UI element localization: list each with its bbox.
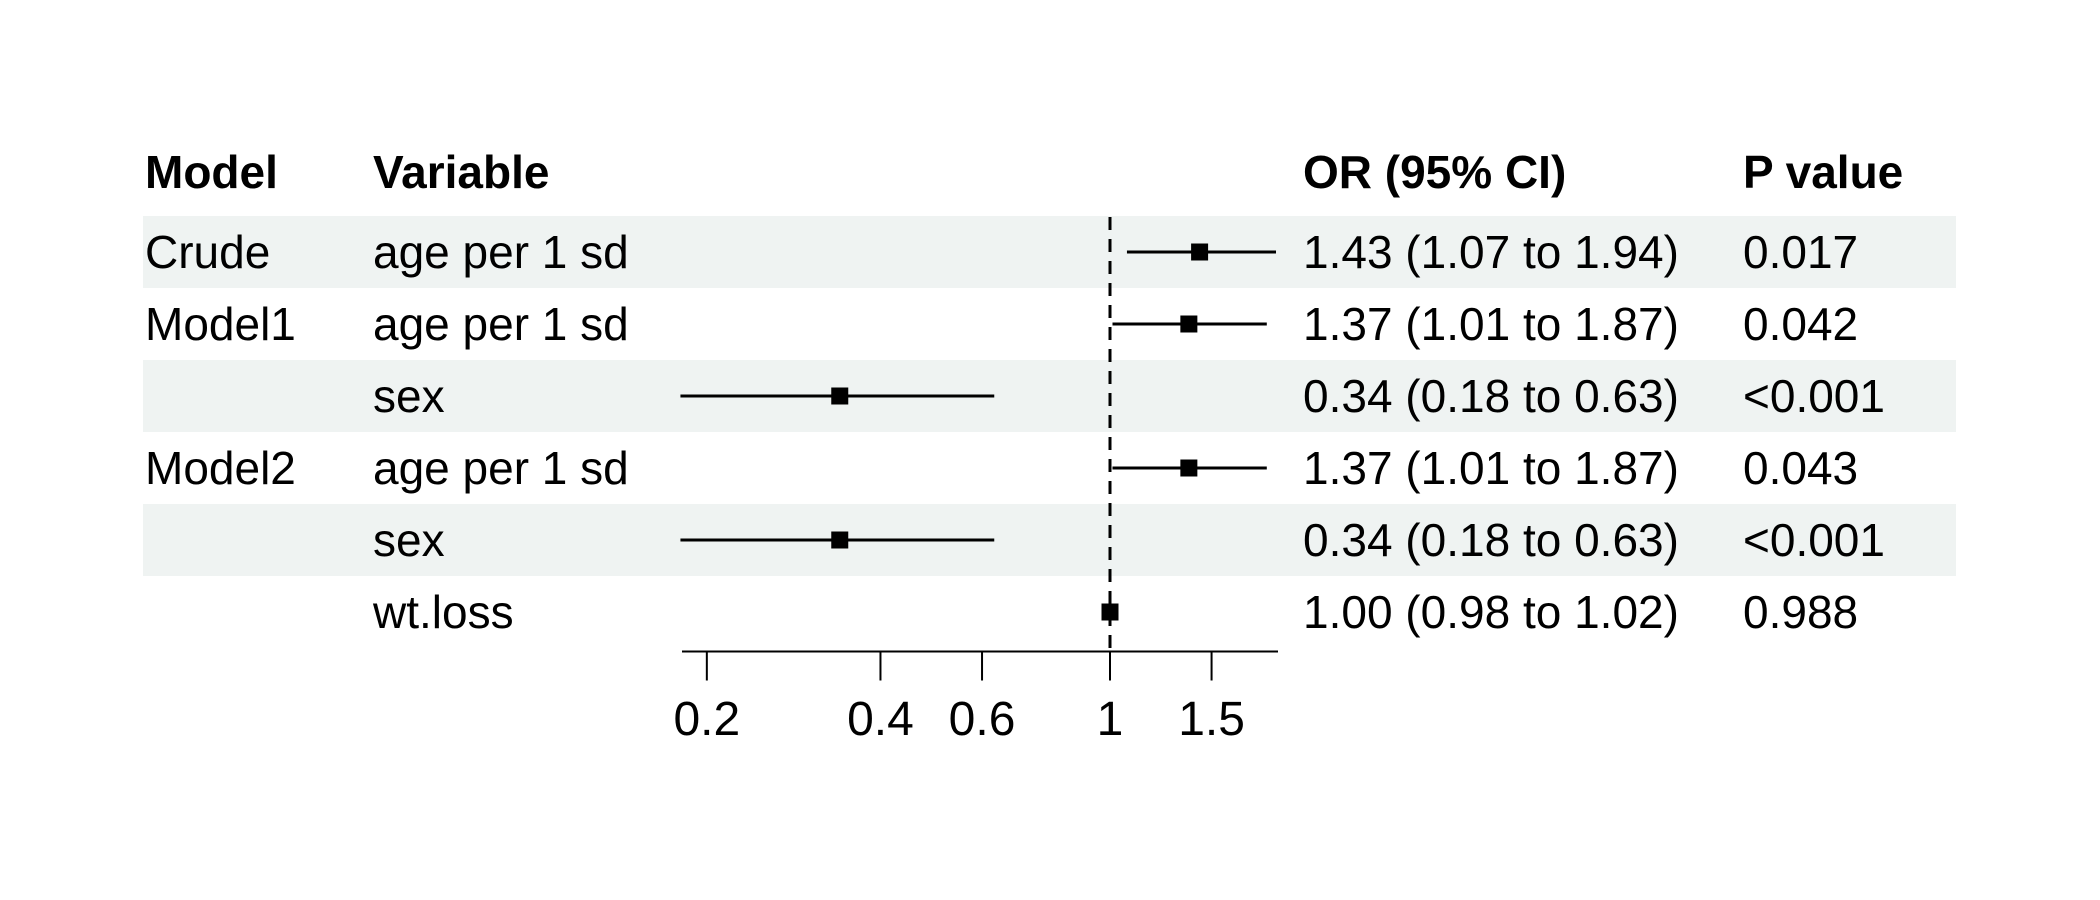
point-estimate-marker (1180, 315, 1198, 333)
cell-p-value: 0.043 (1743, 442, 1859, 494)
cell-variable: age per 1 sd (373, 298, 629, 350)
cell-variable: age per 1 sd (373, 226, 629, 278)
column-header-p-value: P value (1743, 146, 1904, 198)
row-stripe-background (143, 360, 1956, 432)
cell-or-ci: 0.34 (0.18 to 0.63) (1303, 514, 1679, 566)
axis-tick-label: 1 (1097, 693, 1124, 746)
cell-or-ci: 1.43 (1.07 to 1.94) (1303, 226, 1679, 278)
cell-model: Crude (145, 226, 271, 278)
point-estimate-marker (1180, 459, 1198, 477)
cell-or-ci: 1.37 (1.01 to 1.87) (1303, 442, 1679, 494)
cell-variable: sex (373, 514, 445, 566)
cell-p-value: 0.042 (1743, 298, 1859, 350)
column-header-variable: Variable (373, 146, 550, 198)
cell-p-value: <0.001 (1743, 370, 1885, 422)
cell-or-ci: 0.34 (0.18 to 0.63) (1303, 370, 1679, 422)
cell-or-ci: 1.00 (0.98 to 1.02) (1303, 586, 1679, 638)
cell-model: Model1 (145, 298, 296, 350)
cell-or-ci: 1.37 (1.01 to 1.87) (1303, 298, 1679, 350)
point-estimate-marker (1191, 243, 1209, 261)
column-header-model: Model (145, 146, 278, 198)
row-stripe-background (143, 504, 1956, 576)
cell-variable: wt.loss (373, 586, 514, 638)
axis-tick-label: 0.2 (673, 693, 740, 746)
axis-tick-label: 0.4 (847, 693, 914, 746)
axis-tick-label: 0.6 (949, 693, 1016, 746)
point-estimate-marker (831, 531, 849, 549)
cell-variable: sex (373, 370, 445, 422)
cell-p-value: 0.017 (1743, 226, 1859, 278)
column-header-or-ci: OR (95% CI) (1303, 146, 1567, 198)
axis-tick-label: 1.5 (1178, 693, 1245, 746)
cell-model: Model2 (145, 442, 296, 494)
cell-p-value: 0.988 (1743, 586, 1859, 638)
cell-p-value: <0.001 (1743, 514, 1885, 566)
cell-variable: age per 1 sd (373, 442, 629, 494)
point-estimate-marker (831, 387, 849, 405)
point-estimate-marker (1101, 603, 1119, 621)
row-stripe-background (143, 216, 1956, 288)
